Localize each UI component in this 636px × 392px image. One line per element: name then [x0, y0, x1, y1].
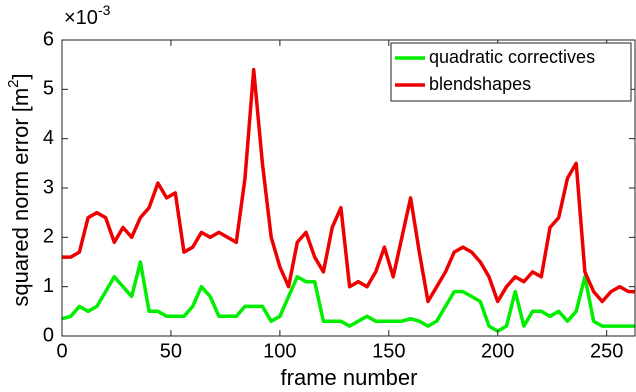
- y-label-text: squared norm error [m: [8, 88, 33, 307]
- y-axis-label: squared norm error [m2]: [5, 73, 33, 306]
- multiplier-exp: -3: [98, 2, 111, 18]
- plot-frame: [61, 39, 636, 337]
- y-label-end: ]: [8, 73, 33, 79]
- data-line: [61, 260, 635, 333]
- y-tick-label: 3: [43, 176, 54, 198]
- y-label-sup: 2: [5, 79, 22, 87]
- data-line: [62, 67, 635, 304]
- y-tick-label: 5: [43, 78, 54, 100]
- x-tick-label: 150: [372, 340, 405, 362]
- x-axis-label: frame number: [281, 365, 418, 390]
- x-tick-label: 50: [160, 340, 182, 362]
- y-tick-label: 6: [43, 28, 54, 50]
- legend-label: blendshapes: [429, 74, 531, 94]
- x-tick-label: 100: [263, 340, 296, 362]
- x-tick-label: 200: [481, 340, 514, 362]
- y-tick-label: 2: [43, 226, 54, 248]
- x-tick-label: 250: [590, 340, 623, 362]
- multiplier-base: ×10: [64, 7, 98, 29]
- legend: quadratic correctives blendshapes: [390, 42, 632, 102]
- y-tick-label: 1: [43, 275, 54, 297]
- y-tick-label: 4: [43, 127, 54, 149]
- legend-label: quadratic correctives: [429, 47, 595, 67]
- y-multiplier: ×10-3: [64, 2, 111, 30]
- y-tick-label: 0: [43, 324, 54, 346]
- legend-box: [390, 42, 632, 102]
- x-tick-label: 0: [56, 340, 67, 362]
